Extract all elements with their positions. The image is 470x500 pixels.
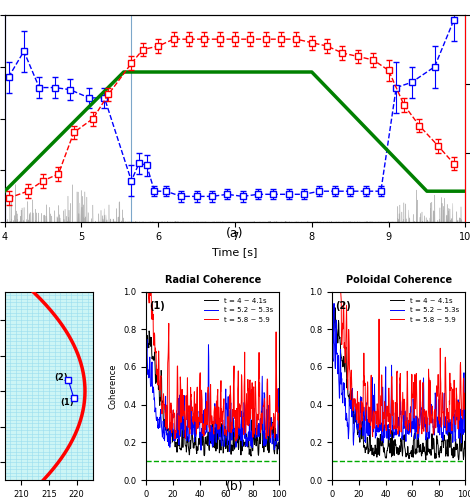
- t = 5.2 ~ 5.3s: [439, 434, 445, 440]
- t = 4 ~ 4.1s: [276, 442, 282, 448]
- t = 4 ~ 4.1s: [402, 444, 407, 450]
- t = 4 ~ 4.1s: [207, 434, 212, 440]
- t = 5.2 ~ 5.3s: [208, 438, 213, 444]
- Line: t = 5.8 ~ 5.9: t = 5.8 ~ 5.9: [147, 292, 279, 441]
- Y-axis label: Coherence: Coherence: [109, 363, 118, 408]
- t = 4 ~ 4.1s: [216, 412, 221, 418]
- t = 5.2 ~ 5.3s: [329, 353, 335, 359]
- t = 5.8 ~ 5.9: [223, 426, 228, 432]
- t = 5.2 ~ 5.3s: [402, 408, 407, 414]
- t = 5.8 ~ 5.9: [233, 438, 239, 444]
- Line: t = 5.8 ~ 5.9: t = 5.8 ~ 5.9: [332, 292, 465, 436]
- Text: (b): (b): [226, 480, 244, 493]
- t = 5.8 ~ 5.9: [276, 434, 282, 440]
- t = 5.2 ~ 5.3s: [276, 447, 282, 453]
- t = 5.2 ~ 5.3s: [207, 426, 212, 432]
- t = 5.8 ~ 5.9: [402, 399, 407, 405]
- t = 5.8 ~ 5.9: [329, 288, 335, 294]
- t = 4 ~ 4.1s: [462, 446, 468, 452]
- Text: (1): (1): [60, 398, 74, 407]
- t = 4 ~ 4.1s: [439, 448, 445, 454]
- t = 5.8 ~ 5.9: [207, 420, 212, 426]
- t = 5.8 ~ 5.9: [144, 288, 149, 294]
- t = 4 ~ 4.1s: [248, 453, 254, 459]
- t = 4 ~ 4.1s: [329, 330, 335, 336]
- t = 5.8 ~ 5.9: [208, 394, 213, 400]
- t = 5.2 ~ 5.3s: [253, 428, 258, 434]
- t = 4 ~ 4.1s: [393, 441, 399, 447]
- t = 5.8 ~ 5.9: [439, 422, 445, 428]
- t = 4 ~ 4.1s: [456, 457, 462, 463]
- t = 4 ~ 4.1s: [460, 444, 465, 450]
- t = 5.2 ~ 5.3s: [227, 448, 232, 454]
- t = 4 ~ 4.1s: [332, 304, 337, 310]
- Text: (2): (2): [335, 301, 351, 311]
- t = 5.8 ~ 5.9: [409, 372, 415, 378]
- Text: (1): (1): [149, 301, 165, 311]
- t = 5.2 ~ 5.3s: [331, 300, 337, 306]
- t = 4 ~ 4.1s: [274, 438, 280, 444]
- t = 5.2 ~ 5.3s: [460, 430, 465, 436]
- Text: (a): (a): [226, 228, 244, 240]
- X-axis label: Time [s]: Time [s]: [212, 248, 258, 258]
- t = 5.8 ~ 5.9: [393, 404, 399, 410]
- Text: (2): (2): [55, 374, 68, 382]
- t = 5.2 ~ 5.3s: [409, 422, 415, 428]
- Line: t = 5.2 ~ 5.3s: t = 5.2 ~ 5.3s: [147, 340, 279, 452]
- t = 5.2 ~ 5.3s: [144, 352, 149, 358]
- t = 4 ~ 4.1s: [146, 328, 152, 334]
- t = 5.8 ~ 5.9: [370, 434, 376, 440]
- Title: Radial Coherence: Radial Coherence: [164, 275, 261, 285]
- t = 5.8 ~ 5.9: [462, 394, 468, 400]
- t = 5.2 ~ 5.3s: [223, 386, 228, 392]
- Line: t = 5.2 ~ 5.3s: t = 5.2 ~ 5.3s: [332, 304, 465, 445]
- t = 5.2 ~ 5.3s: [351, 442, 356, 448]
- t = 4 ~ 4.1s: [409, 454, 415, 460]
- t = 4 ~ 4.1s: [144, 333, 149, 339]
- Line: t = 4 ~ 4.1s: t = 4 ~ 4.1s: [332, 308, 465, 460]
- t = 5.8 ~ 5.9: [215, 419, 221, 425]
- t = 4 ~ 4.1s: [208, 440, 213, 446]
- t = 4 ~ 4.1s: [253, 438, 258, 444]
- t = 5.8 ~ 5.9: [394, 370, 399, 376]
- Legend: t = 4 ~ 4.1s, t = 5.2 ~ 5.3s, t = 5.8 ~ 5.9: t = 4 ~ 4.1s, t = 5.2 ~ 5.3s, t = 5.8 ~ …: [388, 295, 462, 326]
- t = 5.8 ~ 5.9: [274, 354, 279, 360]
- Title: Poloidal Coherence: Poloidal Coherence: [346, 275, 452, 285]
- Line: t = 4 ~ 4.1s: t = 4 ~ 4.1s: [147, 331, 279, 456]
- Legend: t = 4 ~ 4.1s, t = 5.2 ~ 5.3s, t = 5.8 ~ 5.9: t = 4 ~ 4.1s, t = 5.2 ~ 5.3s, t = 5.8 ~ …: [202, 295, 276, 326]
- t = 5.2 ~ 5.3s: [274, 432, 280, 438]
- t = 4 ~ 4.1s: [394, 450, 399, 456]
- t = 4 ~ 4.1s: [223, 446, 228, 452]
- t = 5.8 ~ 5.9: [460, 408, 465, 414]
- t = 5.2 ~ 5.3s: [462, 400, 468, 406]
- t = 5.2 ~ 5.3s: [393, 432, 399, 438]
- t = 5.2 ~ 5.3s: [144, 336, 150, 342]
- t = 5.2 ~ 5.3s: [216, 436, 221, 442]
- t = 5.8 ~ 5.9: [253, 384, 258, 390]
- t = 5.2 ~ 5.3s: [394, 400, 399, 406]
